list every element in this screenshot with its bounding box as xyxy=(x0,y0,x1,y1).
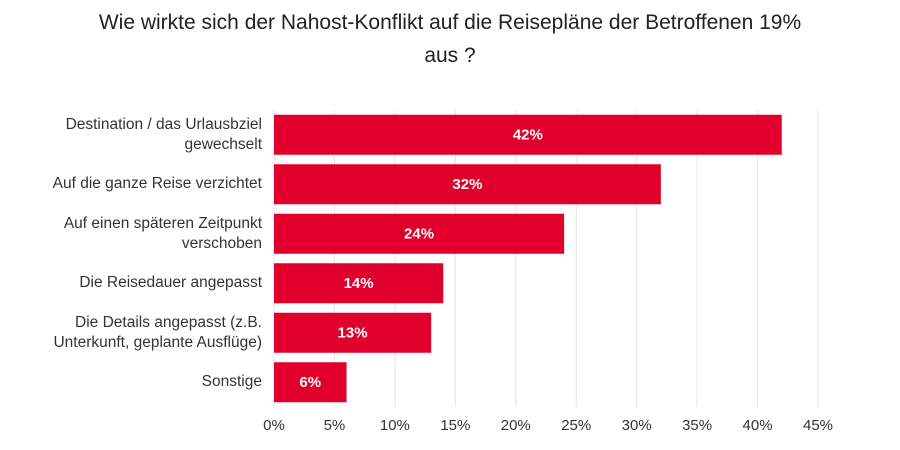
bar xyxy=(274,114,782,155)
value-label: 24% xyxy=(404,226,434,243)
category-label: Auf einen späteren Zeitpunkt verschoben xyxy=(63,214,262,252)
bar xyxy=(274,213,565,254)
x-tick-label: 30% xyxy=(622,417,652,434)
category-label: Destination / das Urlausbziel gewechselt xyxy=(65,115,262,153)
bar xyxy=(274,362,347,403)
x-tick-label: 10% xyxy=(380,417,410,434)
x-tick-label: 25% xyxy=(561,417,591,434)
category-label: Auf die ganze Reise verzichtet xyxy=(52,175,262,193)
bar xyxy=(274,263,444,304)
value-label: 6% xyxy=(299,374,321,391)
bar xyxy=(274,164,661,205)
category-label: Die Reisedauer angepasst xyxy=(79,274,262,292)
bar xyxy=(274,312,432,353)
x-tick-label: 5% xyxy=(324,417,346,434)
x-tick-label: 0% xyxy=(263,417,285,434)
category-label: Die Details angepasst (z.B. Unterkunft, … xyxy=(53,313,262,351)
x-tick-label: 15% xyxy=(440,417,470,434)
category-label: Sonstige xyxy=(201,373,262,391)
value-label: 32% xyxy=(452,176,482,193)
x-tick-label: 35% xyxy=(682,417,712,434)
value-label: 14% xyxy=(344,275,374,292)
x-tick-label: 40% xyxy=(743,417,773,434)
chart-title: Wie wirkte sich der Nahost-Konflikt auf … xyxy=(98,11,802,67)
value-label: 13% xyxy=(338,325,368,342)
value-label: 42% xyxy=(513,127,543,144)
x-tick-label: 20% xyxy=(501,417,531,434)
x-tick-label: 45% xyxy=(803,417,833,434)
